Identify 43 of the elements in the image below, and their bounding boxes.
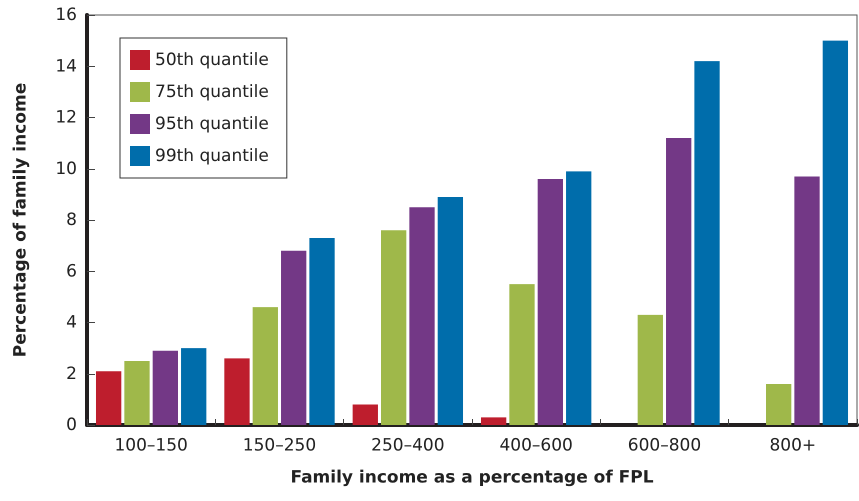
bar <box>509 284 535 425</box>
x-axis-title: Family income as a percentage of FPL <box>290 468 654 488</box>
legend-label: 75th quantile <box>155 82 269 102</box>
y-tick-label: 14 <box>55 56 77 76</box>
y-tick-label: 12 <box>55 108 77 128</box>
y-tick-label: 8 <box>66 210 77 230</box>
bar <box>538 179 563 425</box>
y-tick-label: 0 <box>66 415 77 435</box>
bar <box>381 230 406 425</box>
legend-label: 50th quantile <box>155 50 269 70</box>
bar <box>152 350 178 425</box>
y-tick-label: 2 <box>66 364 77 384</box>
bar <box>794 176 820 425</box>
x-tick-label: 250–400 <box>371 436 445 456</box>
x-tick-label: 150–250 <box>242 436 316 456</box>
bar <box>638 314 663 425</box>
legend-label: 99th quantile <box>155 146 269 166</box>
bar <box>181 348 206 425</box>
bar <box>480 417 506 425</box>
bar <box>124 360 150 425</box>
legend-label: 95th quantile <box>155 114 269 134</box>
x-tick-label: 100–150 <box>114 436 188 456</box>
bar <box>409 207 435 425</box>
bar <box>281 250 306 425</box>
bar <box>822 40 848 425</box>
x-tick-label: 400–600 <box>499 436 573 456</box>
bar <box>309 238 335 425</box>
y-axis-title: Percentage of family income <box>10 82 30 358</box>
bar <box>766 384 792 425</box>
x-tick-label: 800+ <box>769 436 816 456</box>
bar <box>96 371 122 425</box>
y-tick-label: 10 <box>55 158 77 179</box>
bar <box>666 138 692 425</box>
y-tick-label: 4 <box>66 312 77 332</box>
bar <box>224 358 250 425</box>
bar <box>252 307 278 425</box>
bar <box>694 61 720 425</box>
bar <box>566 171 592 425</box>
y-tick-label: 6 <box>66 261 77 282</box>
x-tick-label: 600–800 <box>628 436 702 456</box>
bar <box>352 404 378 425</box>
y-tick-label: 16 <box>55 5 77 25</box>
bar <box>438 196 464 425</box>
